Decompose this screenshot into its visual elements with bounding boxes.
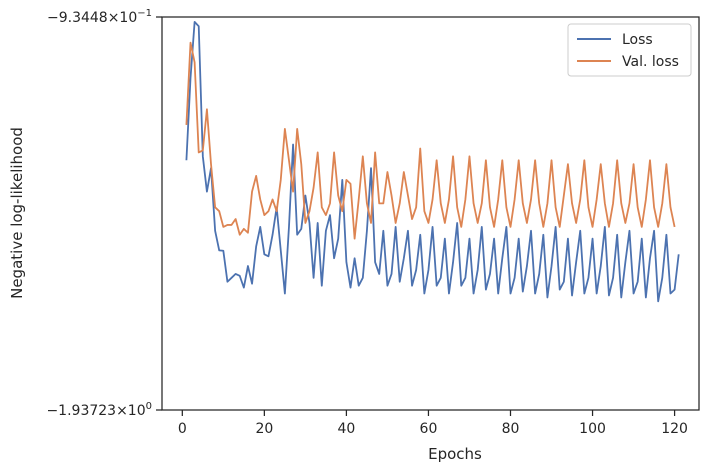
legend-box bbox=[567, 23, 692, 77]
plot-frame bbox=[161, 16, 700, 411]
legend-label-val-loss: Val. loss bbox=[622, 54, 679, 70]
x-axis-label: Epochs bbox=[428, 445, 482, 463]
series-layer bbox=[185, 21, 680, 303]
x-tick-label-100: 100 bbox=[579, 421, 606, 437]
x-tick-label-0: 0 bbox=[178, 421, 187, 437]
x-axis: 0 20 40 60 80 100 120 bbox=[178, 410, 688, 437]
x-tick-label-120: 120 bbox=[661, 421, 688, 437]
y-tick-label-top: −9.3448×10−1 bbox=[47, 8, 152, 26]
x-tick-label-40: 40 bbox=[337, 421, 355, 437]
x-tick-label-80: 80 bbox=[502, 421, 520, 437]
y-axis-label: Negative log-likelihood bbox=[8, 127, 26, 299]
series-line-val-loss bbox=[185, 41, 676, 240]
y-tick-label-bottom: −1.93723×100 bbox=[46, 401, 152, 419]
series-line-loss bbox=[185, 21, 680, 303]
x-tick-label-20: 20 bbox=[255, 421, 273, 437]
legend: Loss Val. loss bbox=[567, 23, 692, 77]
legend-label-loss: Loss bbox=[622, 32, 653, 48]
x-tick-label-60: 60 bbox=[420, 421, 438, 437]
